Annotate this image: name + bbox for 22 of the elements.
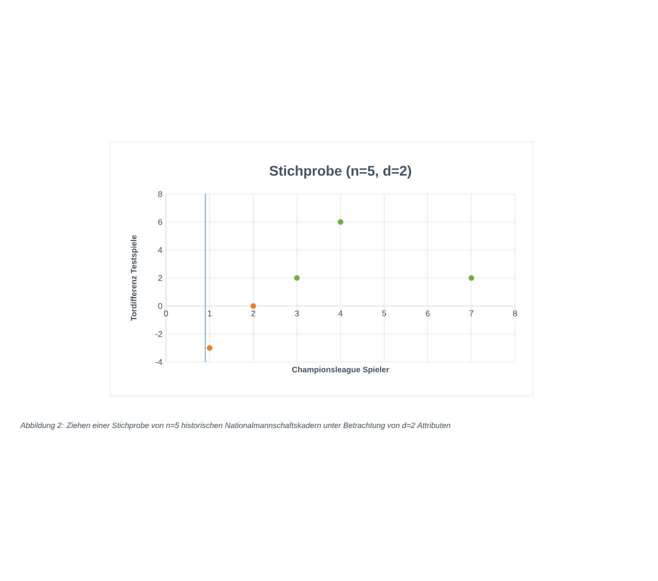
- x-tick-label: 6: [426, 310, 430, 316]
- x-tick-label: 8: [513, 310, 517, 316]
- x-tick-label: 0: [164, 310, 168, 316]
- point: [250, 303, 256, 309]
- chart-title: Stichprobe (n=5, d=2): [270, 165, 412, 178]
- x-tick-label: 2: [251, 310, 256, 316]
- point: [338, 219, 344, 225]
- y-tick-label: 0: [158, 303, 162, 309]
- x-tick-label: 5: [382, 310, 386, 316]
- y-tick-label: 6: [158, 219, 162, 225]
- y-tick-label: -4: [156, 359, 162, 365]
- point: [294, 275, 300, 281]
- y-tick-label: -2: [156, 331, 162, 337]
- point: [206, 345, 212, 351]
- y-tick-label: 2: [158, 275, 162, 281]
- x-tick-label: 1: [208, 310, 212, 316]
- x-tick-label: 3: [294, 310, 299, 316]
- x-tick-label: 4: [338, 310, 343, 316]
- x-tick-label: 7: [470, 310, 474, 316]
- point: [468, 275, 474, 281]
- y-tick-label: 4: [158, 247, 162, 253]
- y-tick-label: 8: [158, 191, 162, 197]
